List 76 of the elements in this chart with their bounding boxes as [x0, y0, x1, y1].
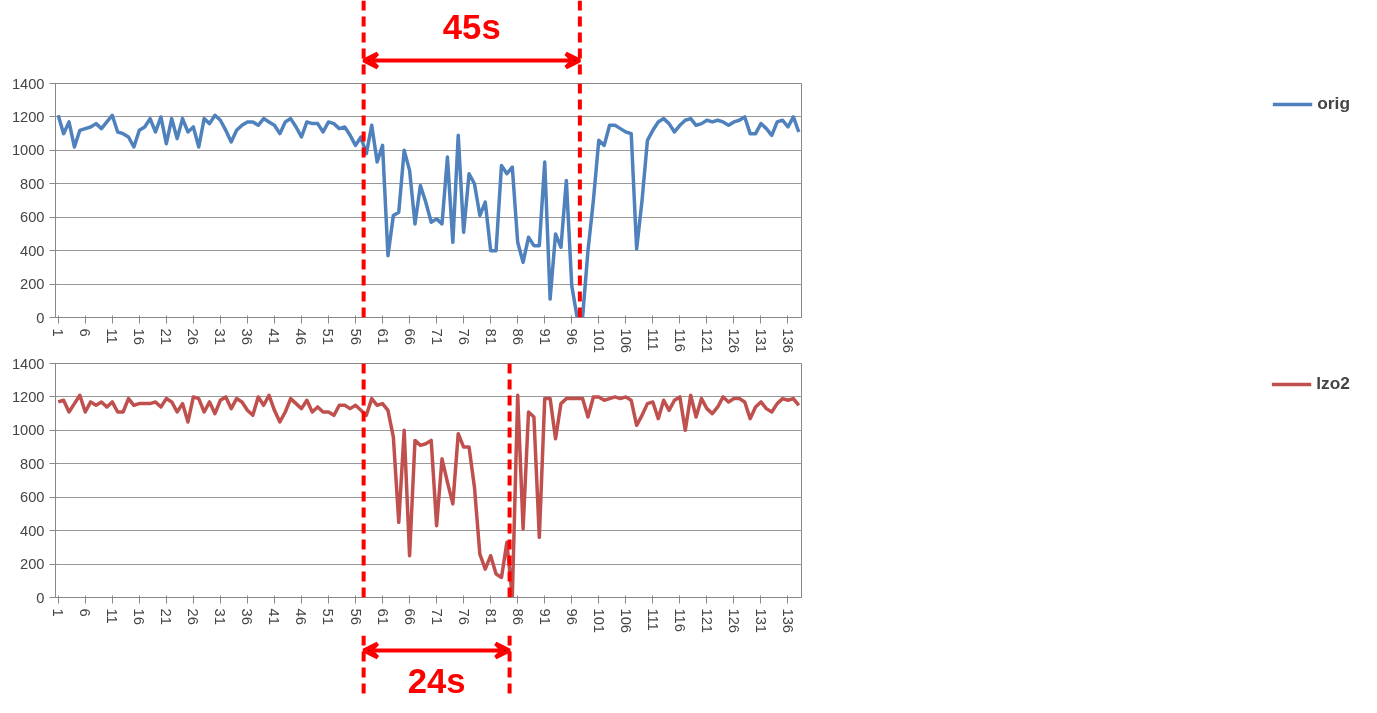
- x-tick-label: 96: [563, 328, 580, 345]
- x-tick-label: 31: [212, 328, 229, 345]
- x-tick-label: 61: [374, 608, 391, 625]
- legend-label: lzo2: [1316, 373, 1350, 394]
- x-tick-label: 76: [455, 608, 472, 625]
- y-tick-label: 400: [20, 522, 45, 539]
- x-tick-label: 16: [131, 608, 148, 625]
- x-tick-label: 71: [428, 328, 445, 345]
- text: 24s: [407, 661, 466, 700]
- x-tick-label: 121: [698, 608, 715, 633]
- x-tick-label: 21: [158, 328, 175, 345]
- x-tick-label: 96: [563, 608, 580, 625]
- x-tick-label: 1: [50, 328, 67, 337]
- x-tick-label: 126: [725, 608, 742, 633]
- x-tick-label: 26: [185, 608, 202, 625]
- x-tick-label: 71: [428, 608, 445, 625]
- x-tick-label: 136: [779, 608, 796, 633]
- x-tick-label: 101: [590, 608, 607, 633]
- y-tick-label: 1200: [11, 388, 45, 405]
- y-tick-label: 800: [20, 175, 45, 192]
- x-tick-label: 1: [50, 608, 67, 617]
- x-tick-label: 26: [185, 328, 202, 345]
- x-tick-label: 91: [536, 328, 553, 345]
- x-tick-label: 106: [617, 608, 634, 633]
- x-tick-label: 106: [617, 328, 634, 353]
- x-tick-label: 41: [266, 328, 283, 345]
- text: 45s: [442, 7, 501, 46]
- legend-label: orig: [1317, 93, 1350, 114]
- x-tick-label: 121: [698, 328, 715, 353]
- y-tick-label: 400: [20, 242, 45, 259]
- x-tick-label: 76: [455, 328, 472, 345]
- x-tick-label: 81: [482, 608, 499, 625]
- x-tick-label: 11: [104, 608, 121, 624]
- x-tick-label: 51: [320, 608, 337, 625]
- x-tick-label: 46: [293, 328, 310, 345]
- x-tick-label: 136: [779, 328, 796, 353]
- y-tick-label: 800: [20, 455, 45, 472]
- x-tick-label: 111: [644, 608, 661, 631]
- y-tick-label: 600: [20, 209, 45, 226]
- y-tick-label: 1000: [11, 142, 45, 159]
- x-tick-label: 86: [509, 608, 526, 625]
- x-tick-label: 16: [131, 328, 148, 345]
- x-tick-label: 116: [671, 328, 688, 352]
- x-tick-label: 36: [239, 328, 256, 345]
- x-tick-label: 131: [752, 328, 769, 353]
- x-tick-label: 56: [347, 608, 364, 625]
- x-tick-label: 21: [158, 608, 175, 625]
- y-tick-label: 200: [20, 556, 45, 573]
- x-tick-label: 91: [536, 608, 553, 625]
- x-tick-label: 51: [320, 328, 337, 345]
- x-tick-label: 86: [509, 328, 526, 345]
- y-tick-label: 600: [20, 489, 45, 506]
- x-tick-label: 46: [293, 608, 310, 625]
- x-tick-label: 36: [239, 608, 256, 625]
- x-tick-label: 66: [401, 328, 418, 345]
- y-tick-label: 0: [36, 309, 45, 326]
- x-tick-label: 131: [752, 608, 769, 633]
- x-tick-label: 111: [644, 328, 661, 351]
- x-tick-label: 41: [266, 608, 283, 625]
- x-tick-label: 101: [590, 328, 607, 353]
- x-tick-label: 11: [104, 328, 121, 344]
- x-tick-label: 6: [77, 328, 94, 337]
- y-tick-label: 1400: [11, 75, 45, 92]
- y-tick-label: 1400: [11, 355, 45, 372]
- x-tick-label: 6: [77, 608, 94, 617]
- x-tick-label: 56: [347, 328, 364, 345]
- y-tick-label: 1000: [11, 422, 45, 439]
- x-tick-label: 31: [212, 608, 229, 625]
- x-tick-label: 126: [725, 328, 742, 353]
- y-tick-label: 0: [36, 589, 45, 606]
- x-tick-label: 61: [374, 328, 391, 345]
- x-tick-label: 116: [671, 608, 688, 632]
- y-tick-label: 200: [20, 276, 45, 293]
- x-tick-label: 66: [401, 608, 418, 625]
- x-tick-label: 81: [482, 328, 499, 345]
- y-tick-label: 1200: [11, 108, 45, 125]
